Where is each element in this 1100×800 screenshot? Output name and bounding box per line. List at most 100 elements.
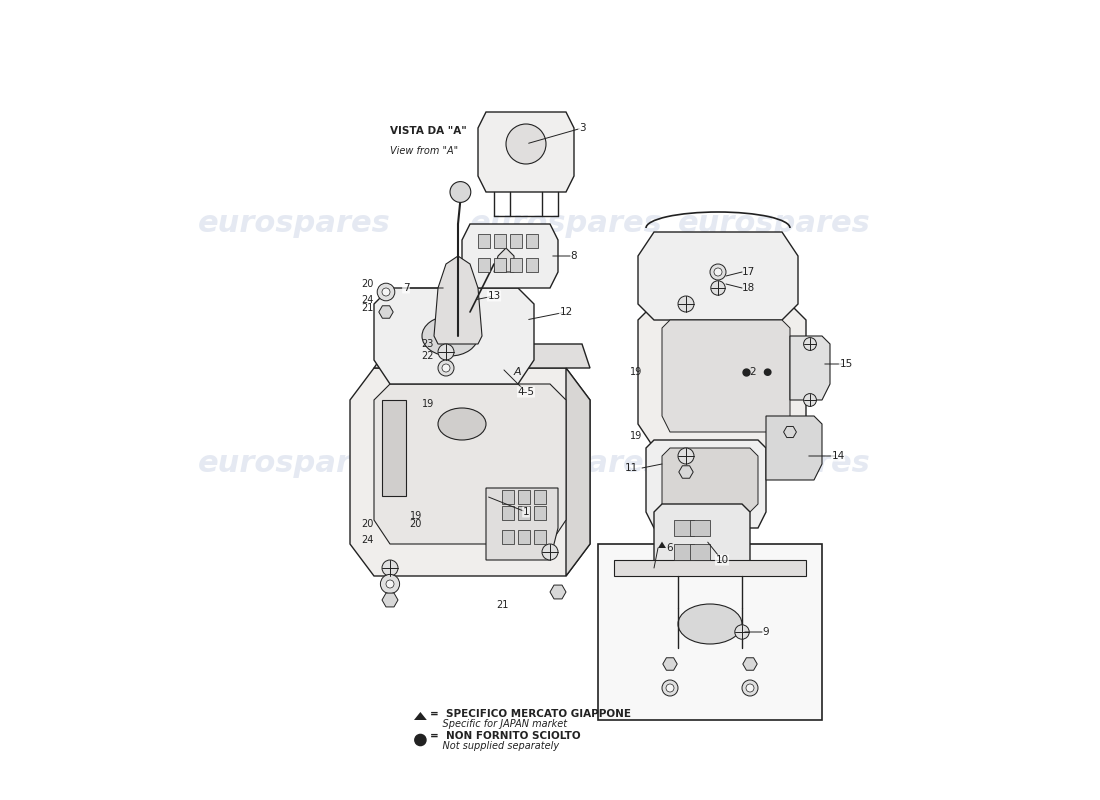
Polygon shape [658, 542, 666, 548]
Text: eurospares: eurospares [470, 210, 662, 238]
Text: =  SPECIFICO MERCATO GIAPPONE: = SPECIFICO MERCATO GIAPPONE [430, 710, 631, 719]
Text: VISTA DA "A": VISTA DA "A" [390, 126, 466, 136]
Polygon shape [486, 488, 558, 560]
Circle shape [542, 544, 558, 560]
Bar [690, 544, 710, 560]
Circle shape [450, 182, 471, 202]
Polygon shape [638, 232, 798, 320]
Text: 11: 11 [625, 463, 638, 473]
Polygon shape [382, 593, 398, 607]
Text: 12: 12 [560, 307, 573, 317]
Bar [526, 234, 538, 248]
Bar [534, 490, 546, 504]
Circle shape [381, 574, 399, 594]
Polygon shape [783, 426, 796, 438]
Bar [690, 520, 710, 536]
Text: A: A [514, 367, 521, 377]
Text: 20: 20 [409, 519, 422, 529]
Circle shape [711, 281, 725, 295]
Text: eurospares: eurospares [198, 210, 390, 238]
Circle shape [442, 364, 450, 372]
Polygon shape [679, 466, 693, 478]
Bar [502, 490, 514, 504]
Text: eurospares: eurospares [470, 450, 662, 478]
Circle shape [662, 680, 678, 696]
Bar [502, 506, 514, 520]
Circle shape [415, 734, 426, 746]
Text: 3: 3 [579, 123, 585, 133]
Text: 2  ●: 2 ● [750, 367, 772, 377]
Bar [518, 506, 530, 520]
Circle shape [666, 684, 674, 692]
Text: Not supplied separately: Not supplied separately [430, 742, 559, 751]
Circle shape [804, 338, 816, 350]
Circle shape [438, 344, 454, 360]
Bar [494, 258, 506, 272]
Text: 14: 14 [832, 451, 845, 461]
Bar [502, 530, 514, 544]
Polygon shape [646, 440, 766, 528]
Text: 15: 15 [839, 359, 853, 369]
Polygon shape [478, 112, 574, 192]
Ellipse shape [422, 316, 478, 356]
Bar [526, 258, 538, 272]
Text: 6: 6 [666, 543, 672, 553]
Text: 13: 13 [487, 291, 500, 301]
Text: 17: 17 [742, 267, 756, 277]
Polygon shape [494, 248, 514, 272]
Bar [534, 530, 546, 544]
Circle shape [714, 268, 722, 276]
Polygon shape [378, 306, 393, 318]
Circle shape [746, 684, 754, 692]
Bar [674, 544, 694, 560]
Text: 21: 21 [496, 600, 508, 610]
Circle shape [678, 448, 694, 464]
Circle shape [735, 625, 749, 639]
Text: 19: 19 [629, 367, 642, 377]
Text: Specific for JAPAN market: Specific for JAPAN market [430, 719, 568, 729]
Polygon shape [766, 416, 822, 480]
Polygon shape [663, 658, 678, 670]
Ellipse shape [678, 604, 743, 644]
Text: 19: 19 [629, 431, 642, 441]
Polygon shape [662, 448, 758, 512]
Text: 8: 8 [571, 251, 578, 261]
Polygon shape [374, 288, 534, 384]
Text: 20: 20 [362, 519, 374, 529]
Bar [534, 506, 546, 520]
Text: 7: 7 [403, 283, 409, 293]
Bar [674, 520, 694, 536]
Circle shape [742, 680, 758, 696]
Text: =  NON FORNITO SCIOLTO: = NON FORNITO SCIOLTO [430, 731, 581, 741]
Polygon shape [742, 658, 757, 670]
Bar [518, 530, 530, 544]
Bar [510, 234, 522, 248]
Polygon shape [566, 368, 590, 576]
Circle shape [804, 394, 816, 406]
Text: 20: 20 [362, 279, 374, 289]
Bar [598, 544, 822, 720]
Bar [518, 490, 530, 504]
Text: View from "A": View from "A" [390, 146, 458, 156]
Circle shape [678, 296, 694, 312]
Text: 1: 1 [522, 507, 529, 517]
Circle shape [386, 580, 394, 588]
Bar [494, 234, 506, 248]
Polygon shape [382, 400, 406, 496]
Text: eurospares: eurospares [198, 450, 390, 478]
Text: 24: 24 [362, 295, 374, 305]
Text: 22: 22 [421, 351, 434, 361]
Polygon shape [462, 224, 558, 288]
Ellipse shape [438, 408, 486, 440]
Bar [510, 258, 522, 272]
Polygon shape [662, 320, 790, 432]
Bar [478, 234, 490, 248]
Text: 9: 9 [762, 627, 769, 637]
Polygon shape [550, 585, 566, 599]
Text: 4-5: 4-5 [517, 387, 535, 397]
Text: eurospares: eurospares [678, 450, 870, 478]
Polygon shape [638, 304, 806, 448]
Polygon shape [414, 712, 427, 720]
Polygon shape [654, 504, 750, 576]
Circle shape [506, 124, 546, 164]
